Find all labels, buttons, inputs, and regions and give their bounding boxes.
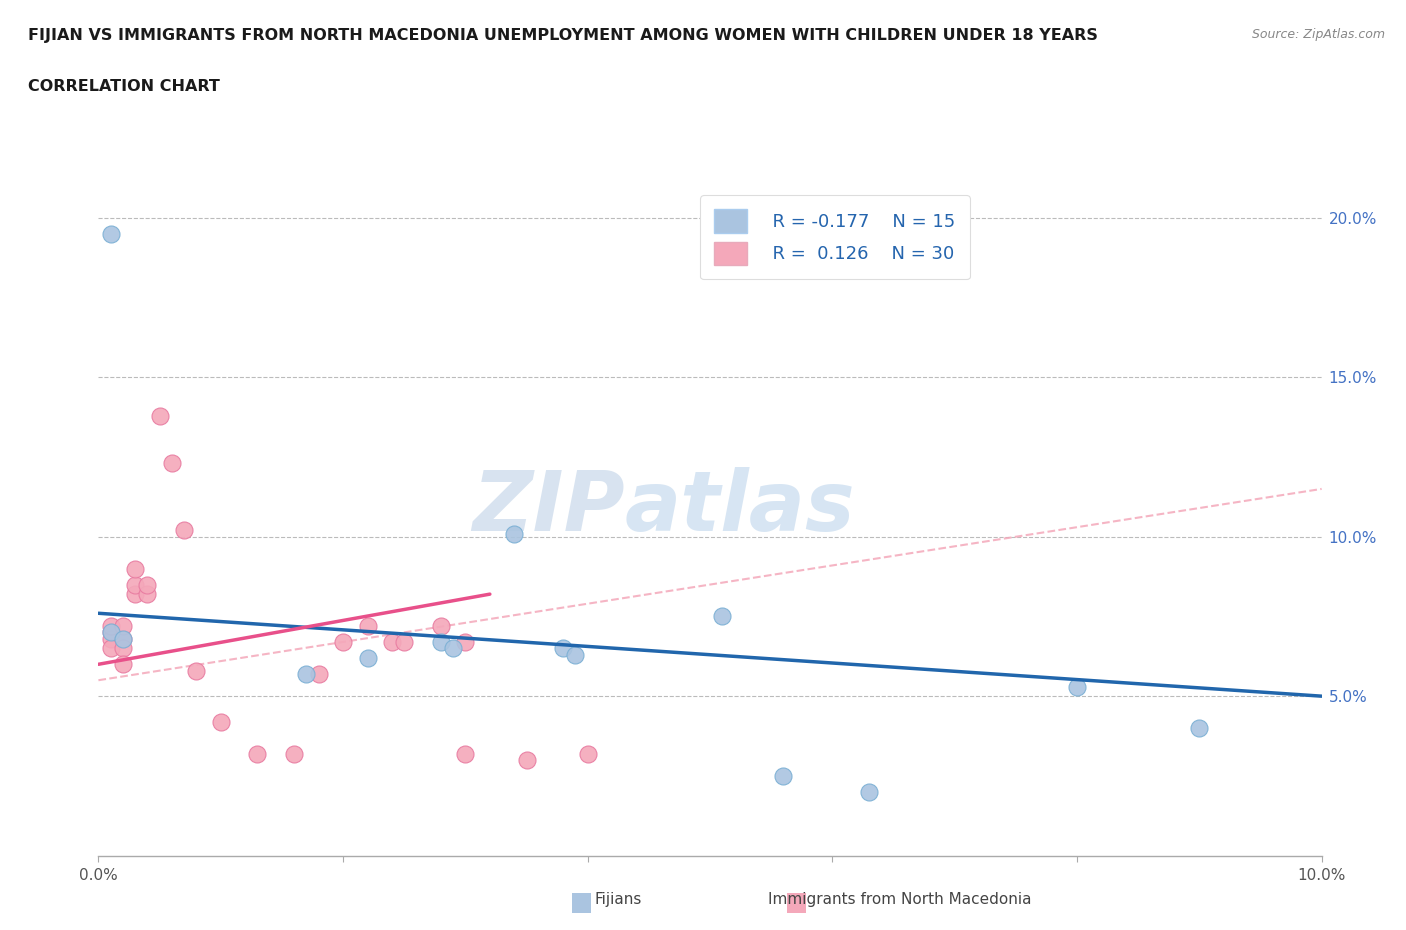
Point xyxy=(454,634,477,649)
Text: FIJIAN VS IMMIGRANTS FROM NORTH MACEDONIA UNEMPLOYMENT AMONG WOMEN WITH CHILDREN: FIJIAN VS IMMIGRANTS FROM NORTH MACEDONI… xyxy=(28,28,1098,43)
Point xyxy=(136,587,159,602)
Point xyxy=(553,641,575,656)
Text: Immigrants from North Macedonia: Immigrants from North Macedonia xyxy=(768,892,1032,907)
Point xyxy=(209,714,232,729)
Point xyxy=(160,456,183,471)
Point xyxy=(100,641,122,656)
Text: ZIP: ZIP xyxy=(472,467,624,548)
Point xyxy=(100,625,122,640)
Point xyxy=(149,408,172,423)
Point xyxy=(332,634,354,649)
Point xyxy=(576,746,599,761)
Point xyxy=(111,618,134,633)
Point xyxy=(100,631,122,646)
Text: CORRELATION CHART: CORRELATION CHART xyxy=(28,79,219,94)
Point xyxy=(124,578,146,592)
Point xyxy=(124,561,146,576)
Text: Fijians: Fijians xyxy=(595,892,643,907)
Text: Source: ZipAtlas.com: Source: ZipAtlas.com xyxy=(1251,28,1385,41)
Text: atlas: atlas xyxy=(624,467,855,548)
Point xyxy=(454,746,477,761)
Point xyxy=(1066,679,1088,694)
Point xyxy=(246,746,269,761)
Point xyxy=(392,634,416,649)
Point xyxy=(100,226,122,241)
Point xyxy=(173,523,195,538)
Point xyxy=(772,768,794,783)
Point xyxy=(356,650,378,665)
Point xyxy=(111,657,134,671)
Point xyxy=(1188,721,1211,736)
Point xyxy=(356,618,378,633)
Point xyxy=(441,641,464,656)
Point xyxy=(430,618,453,633)
Legend:   R = -0.177    N = 15,   R =  0.126    N = 30: R = -0.177 N = 15, R = 0.126 N = 30 xyxy=(700,195,970,279)
Point xyxy=(111,641,134,656)
Point xyxy=(381,634,404,649)
Point xyxy=(711,609,734,624)
Point xyxy=(283,746,305,761)
Point xyxy=(111,631,134,646)
Point xyxy=(186,663,208,678)
Point xyxy=(100,618,122,633)
Point xyxy=(111,631,134,646)
Point xyxy=(136,578,159,592)
Point xyxy=(100,625,122,640)
Point xyxy=(564,647,586,662)
Point xyxy=(503,526,526,541)
Point xyxy=(430,634,453,649)
Point xyxy=(295,667,318,682)
Point xyxy=(124,587,146,602)
Point xyxy=(308,667,330,682)
Point xyxy=(516,752,538,767)
Point xyxy=(858,784,880,799)
